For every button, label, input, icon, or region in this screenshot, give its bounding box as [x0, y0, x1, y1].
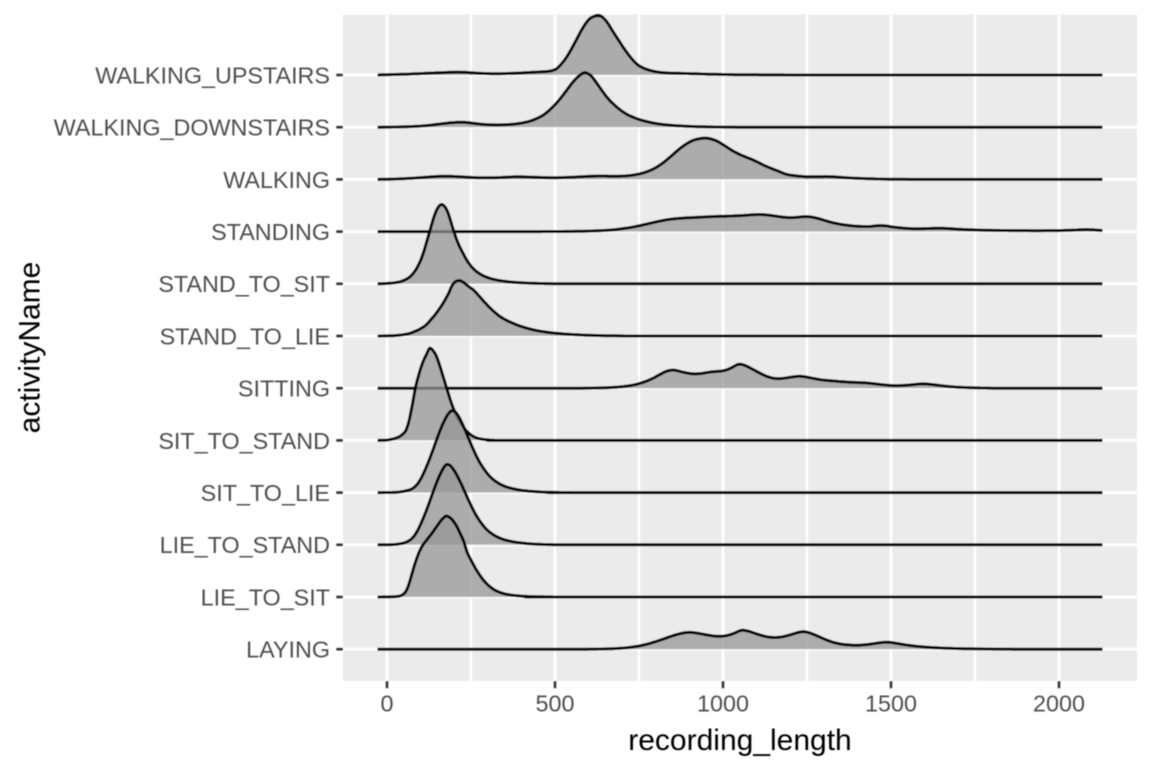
svg-text:LIE_TO_STAND: LIE_TO_STAND	[160, 532, 330, 558]
svg-text:LIE_TO_SIT: LIE_TO_SIT	[201, 584, 330, 610]
svg-text:WALKING: WALKING	[223, 167, 330, 193]
svg-text:WALKING_UPSTAIRS: WALKING_UPSTAIRS	[95, 62, 330, 88]
svg-text:SIT_TO_LIE: SIT_TO_LIE	[201, 480, 330, 506]
svg-text:recording_length: recording_length	[628, 724, 852, 757]
svg-text:LAYING: LAYING	[246, 637, 330, 663]
svg-text:SITTING: SITTING	[238, 376, 330, 402]
svg-text:SIT_TO_STAND: SIT_TO_STAND	[158, 428, 330, 454]
svg-text:0: 0	[381, 690, 394, 716]
svg-text:WALKING_DOWNSTAIRS: WALKING_DOWNSTAIRS	[54, 115, 330, 141]
svg-text:STAND_TO_SIT: STAND_TO_SIT	[158, 271, 330, 297]
svg-text:1000: 1000	[697, 690, 749, 716]
svg-text:500: 500	[536, 690, 575, 716]
svg-text:STANDING: STANDING	[211, 219, 330, 245]
svg-text:2000: 2000	[1033, 690, 1085, 716]
svg-text:STAND_TO_LIE: STAND_TO_LIE	[160, 323, 330, 349]
svg-text:activityName: activityName	[14, 262, 47, 434]
svg-text:1500: 1500	[865, 690, 917, 716]
